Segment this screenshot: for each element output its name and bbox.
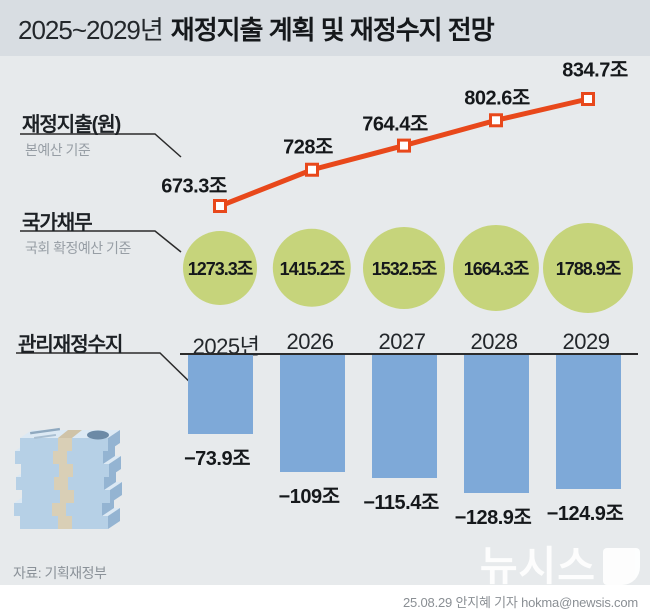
balance-value-label: −115.4조	[363, 492, 439, 515]
balance-value-label: −109조	[278, 485, 340, 508]
footer-strip	[0, 585, 650, 612]
expenditure-value-label: 802.6조	[464, 87, 530, 110]
debt-bubble: 1273.3조	[183, 231, 257, 305]
expenditure-value-label: 728조	[283, 136, 333, 159]
money-stack-illustration	[14, 427, 122, 529]
debt-bubble: 1415.2조	[272, 228, 352, 308]
balance-bar	[279, 355, 345, 472]
debt-label: 국가채무	[22, 212, 93, 234]
expenditure-point-marker	[581, 92, 595, 106]
page-title: 재정지출 계획 및 재정수지 전망	[170, 14, 495, 45]
balance-value-label: −128.9조	[454, 506, 532, 529]
year-label: 2029	[562, 329, 610, 354]
debt-bubble: 1664.3조	[452, 224, 540, 312]
debt-basis-label: 국회 확정예산 기준	[25, 240, 131, 256]
debt-value-label: 1788.9조	[555, 259, 622, 279]
debt-bubble: 1532.5조	[362, 226, 446, 310]
expenditure-point-marker	[489, 113, 503, 128]
debt-bubble: 1788.9조	[543, 223, 633, 313]
balance-value-label: −124.9조	[546, 502, 624, 525]
newsis-logo-square-icon	[603, 547, 640, 585]
expenditure-point-marker	[213, 199, 227, 213]
expenditure-value-label: 834.7조	[562, 59, 628, 82]
debt-value-label: 1273.3조	[187, 259, 254, 279]
expenditure-point-marker	[305, 162, 319, 177]
balance-bar	[463, 355, 529, 493]
title-period: 2025~2029년	[18, 14, 164, 45]
expenditure-line-series	[213, 92, 595, 213]
newsis-watermark: 뉴시스	[480, 544, 640, 588]
newsis-logo-text: 뉴시스	[479, 543, 596, 589]
source-text: 자료: 기획재정부	[13, 565, 107, 581]
balance-bar	[371, 355, 437, 479]
balance-bar	[187, 355, 253, 434]
debt-value-label: 1532.5조	[371, 259, 438, 279]
year-label: 2026	[286, 329, 334, 354]
expenditure-value-label: 764.4조	[362, 113, 428, 136]
byline-text: 25.08.29 안지혜 기자 hokma@newsis.com	[403, 595, 638, 610]
expenditure-value-label: 673.3조	[161, 175, 227, 198]
balance-pointer-line	[16, 352, 200, 392]
year-label: 2025년	[192, 334, 260, 359]
balance-label: 관리재정수지	[18, 334, 123, 356]
expenditure-label: 재정지출(원)	[22, 114, 121, 136]
expenditure-point-marker	[397, 138, 411, 153]
expenditure-basis-label: 본예산 기준	[25, 142, 91, 158]
debt-pointer-line	[20, 230, 182, 253]
year-label: 2028	[470, 329, 518, 354]
expenditure-pointer-line	[20, 133, 182, 158]
title-bar: 2025~2029년 재정지출 계획 및 재정수지 전망	[0, 0, 650, 56]
debt-value-label: 1415.2조	[279, 258, 346, 279]
debt-value-label: 1664.3조	[463, 259, 530, 279]
year-label: 2027	[378, 329, 426, 354]
balance-bar	[555, 355, 621, 489]
balance-value-label: −73.9조	[183, 448, 251, 470]
